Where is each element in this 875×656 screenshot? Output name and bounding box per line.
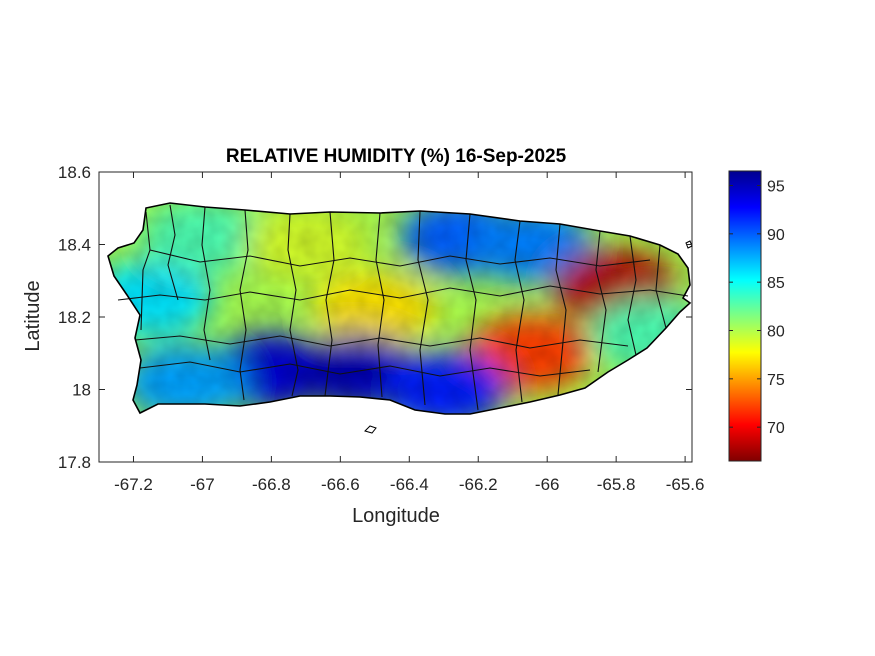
x-tick-label: -66.6	[321, 475, 360, 494]
x-tick-label: -67.2	[114, 475, 153, 494]
y-tick-label: 18.6	[58, 163, 91, 182]
colorbar-tick-label: 80	[767, 324, 785, 341]
colorbar-tick-label: 95	[767, 179, 785, 196]
y-tick-label: 18	[72, 381, 91, 400]
y-axis: 17.8 18 18.2 18.4 18.6	[58, 163, 692, 472]
colorbar-ticks: 70 75 80 85 90 95	[729, 179, 785, 437]
x-tick-label: -66	[535, 475, 560, 494]
colorbar-tick-label: 85	[767, 275, 785, 292]
chart-title: RELATIVE HUMIDITY (%) 16-Sep-2025	[226, 146, 567, 167]
x-axis-label: Longitude	[352, 505, 440, 527]
x-tick-label: -66.2	[459, 475, 498, 494]
humidity-field	[108, 203, 690, 414]
x-tick-label: -65.6	[666, 475, 705, 494]
colorbar	[728, 170, 762, 462]
y-tick-label: 18.4	[58, 236, 91, 255]
colorbar-tick-label: 70	[767, 420, 785, 437]
x-tick-label: -66.4	[390, 475, 429, 494]
x-axis: -67.2 -67 -66.8 -66.6 -66.4 -66.2 -66 -65.8 -65.…	[114, 172, 704, 494]
x-tick-label: -67	[190, 475, 215, 494]
field-texture	[108, 203, 690, 414]
municipality-borders	[117, 204, 689, 411]
y-axis-label: Latitude	[22, 280, 44, 351]
colorbar-tick-label: 90	[767, 227, 785, 244]
y-tick-label: 17.8	[58, 453, 91, 472]
y-tick-label: 18.2	[58, 308, 91, 327]
caja-de-muertos-island	[364, 425, 377, 434]
x-tick-label: -66.8	[252, 475, 291, 494]
colorbar-tick-label: 75	[767, 372, 785, 389]
x-tick-label: -65.8	[597, 475, 636, 494]
